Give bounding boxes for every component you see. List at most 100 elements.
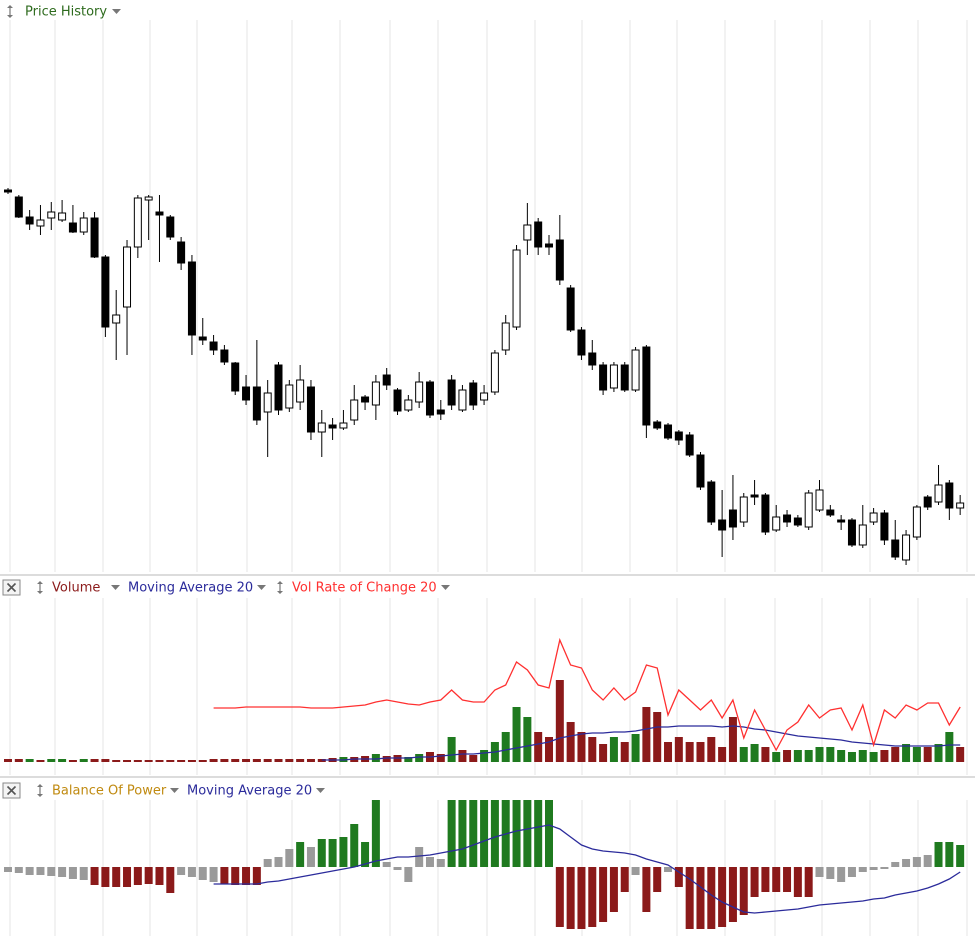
candle-body xyxy=(155,211,164,216)
bar xyxy=(631,867,640,875)
dropdown-icon[interactable] xyxy=(441,585,450,590)
bar xyxy=(263,859,272,867)
dropdown-icon[interactable] xyxy=(112,9,121,14)
candle-body xyxy=(934,484,943,503)
bar xyxy=(187,760,196,762)
candle-body xyxy=(166,216,175,238)
bar xyxy=(620,742,629,762)
candle-body xyxy=(501,322,510,351)
bar xyxy=(512,800,521,867)
candle-body xyxy=(480,392,489,401)
candle-body xyxy=(609,364,618,389)
bar xyxy=(555,867,564,927)
candle-body xyxy=(79,217,88,233)
candle-body xyxy=(328,424,337,429)
candle-body xyxy=(902,534,911,561)
bar xyxy=(707,737,716,762)
bar xyxy=(534,800,543,867)
candle-body xyxy=(739,496,748,523)
bar xyxy=(25,867,34,875)
bar xyxy=(382,862,391,867)
bar xyxy=(869,867,878,870)
bar xyxy=(664,867,673,872)
candle-body xyxy=(858,524,867,546)
bar xyxy=(198,867,207,880)
bar xyxy=(285,759,294,762)
move-icon[interactable] xyxy=(37,784,43,797)
dropdown-icon[interactable] xyxy=(111,585,120,590)
candle-body xyxy=(58,212,67,221)
bar xyxy=(469,755,478,762)
candle-body xyxy=(545,243,553,248)
bar xyxy=(902,859,911,867)
bar xyxy=(545,737,553,762)
candle-body xyxy=(847,519,856,546)
candle-body xyxy=(371,381,380,406)
bar xyxy=(133,760,142,762)
move-icon[interactable] xyxy=(37,581,43,594)
bar xyxy=(4,867,12,872)
legend-label: Balance Of Power xyxy=(52,784,167,799)
candle-body xyxy=(620,364,629,391)
dropdown-icon[interactable] xyxy=(170,788,179,793)
bar xyxy=(912,747,921,762)
candle-body xyxy=(339,422,348,429)
bar xyxy=(144,867,153,884)
candle-body xyxy=(198,336,207,341)
candle-body xyxy=(317,422,326,433)
bar xyxy=(404,867,413,882)
bar xyxy=(25,759,34,762)
bar xyxy=(750,744,759,762)
candle-body xyxy=(306,386,315,433)
bar xyxy=(242,867,251,885)
bar xyxy=(371,800,380,867)
dropdown-icon[interactable] xyxy=(316,788,325,793)
bar xyxy=(826,867,835,879)
candle-body xyxy=(674,431,683,441)
legend-label: Moving Average 20 xyxy=(187,784,312,799)
candle-body xyxy=(274,364,283,411)
candle-body xyxy=(555,239,564,281)
bar xyxy=(47,867,56,876)
bar xyxy=(772,752,781,762)
bar xyxy=(393,867,402,870)
bar xyxy=(761,747,770,762)
candle-body xyxy=(534,221,543,248)
bar xyxy=(880,750,889,762)
bar xyxy=(58,867,67,877)
bar xyxy=(415,754,424,762)
close-button[interactable] xyxy=(2,782,21,799)
candle-body xyxy=(25,216,34,225)
bar xyxy=(68,867,77,879)
bar xyxy=(728,717,737,762)
bar xyxy=(588,867,597,927)
dropdown-icon[interactable] xyxy=(257,585,266,590)
bar xyxy=(306,759,315,762)
bar xyxy=(112,867,121,887)
bar xyxy=(674,737,683,762)
bar xyxy=(772,867,781,892)
bar xyxy=(296,842,305,867)
bar xyxy=(631,734,640,762)
bar xyxy=(858,867,867,872)
close-button[interactable] xyxy=(2,579,21,596)
move-icon[interactable] xyxy=(277,581,283,594)
candle-body xyxy=(631,349,640,391)
bar xyxy=(447,800,456,867)
candle-body xyxy=(425,381,434,416)
bar xyxy=(523,800,532,867)
bar xyxy=(231,867,240,885)
bar xyxy=(425,857,434,867)
bar xyxy=(252,759,261,762)
bar xyxy=(718,747,727,762)
candle-body xyxy=(696,454,705,488)
bar xyxy=(480,800,489,867)
candle-body xyxy=(90,217,99,258)
bar xyxy=(739,747,748,762)
move-icon[interactable] xyxy=(7,5,13,18)
bar xyxy=(728,867,737,922)
bar xyxy=(804,750,813,762)
bar xyxy=(696,867,705,929)
candle-body xyxy=(14,196,23,218)
